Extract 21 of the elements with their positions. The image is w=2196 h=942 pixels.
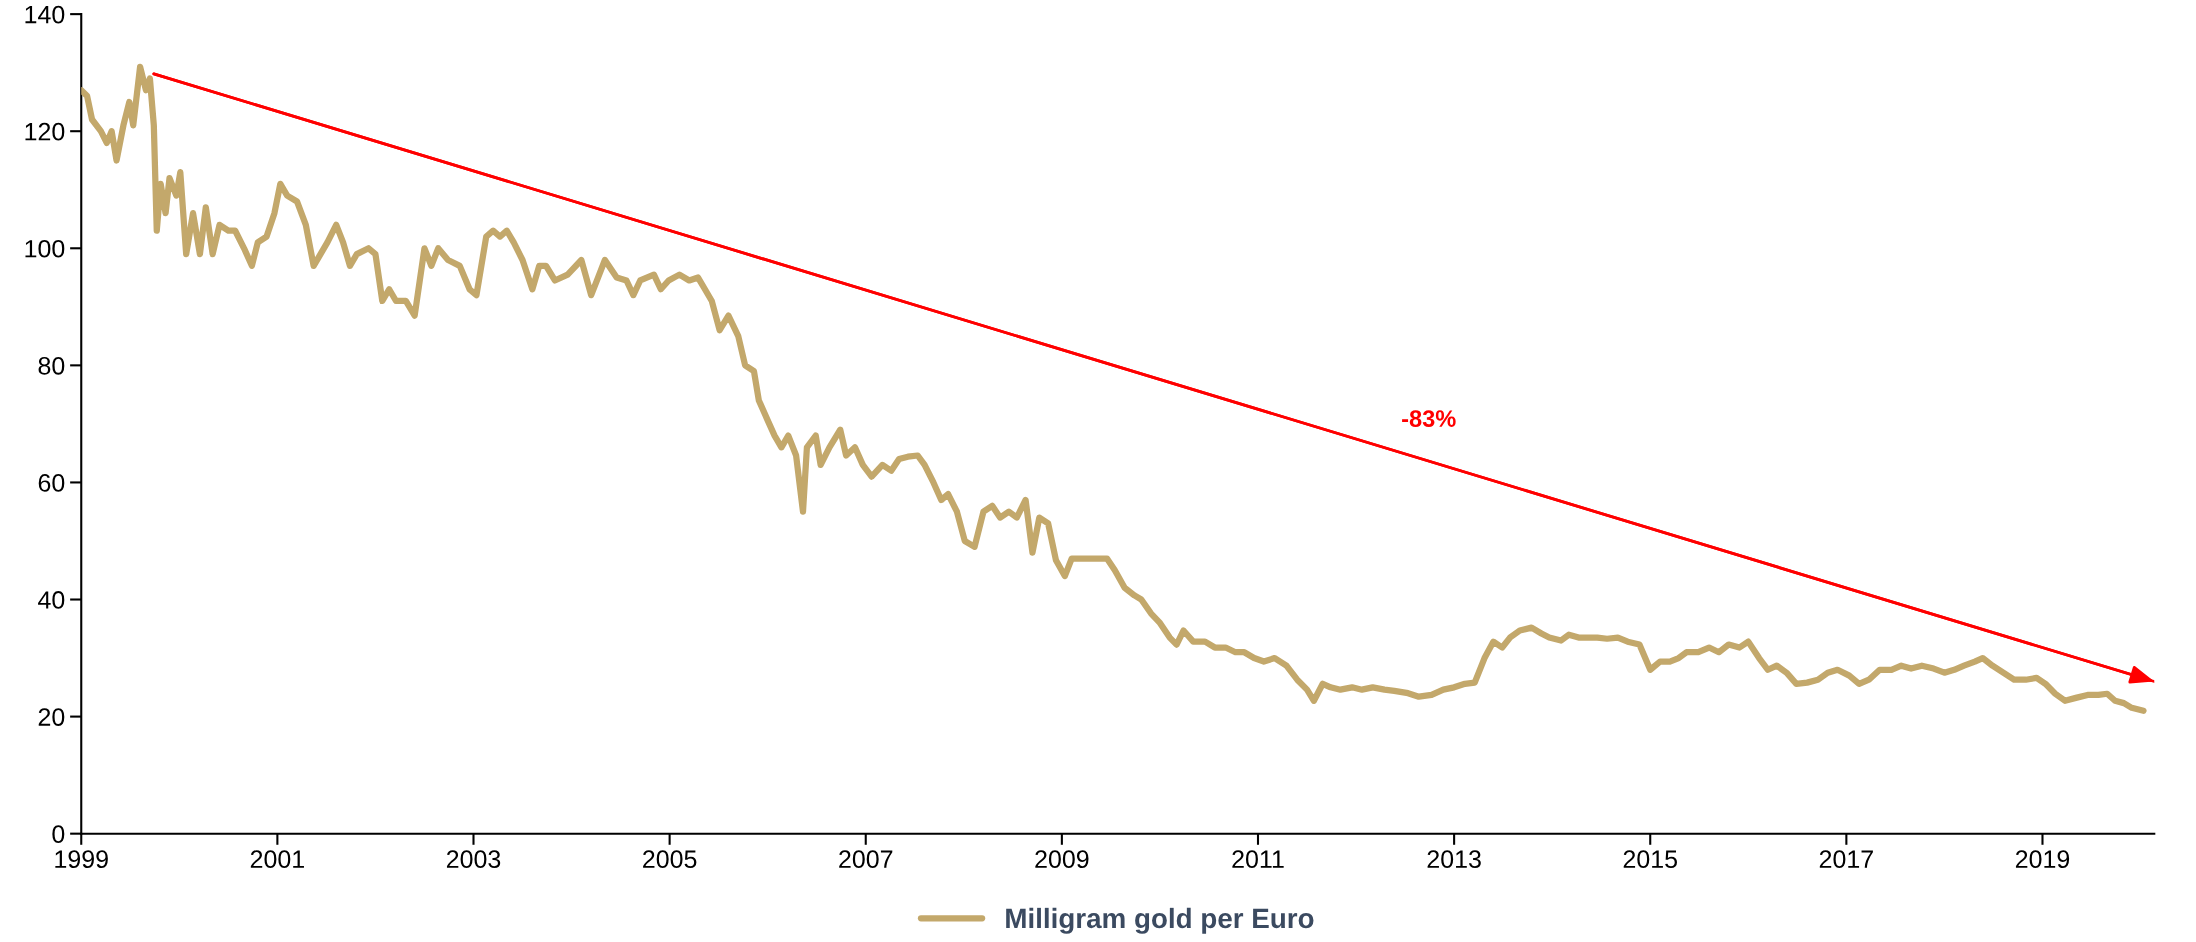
y-tick-label: 120 — [25, 122, 65, 141]
y-tick-label: 100 — [25, 239, 65, 258]
x-tick-label: 2003 — [446, 850, 501, 869]
x-tick-label: 2007 — [839, 850, 893, 869]
legend-label: Milligram gold per Euro — [1006, 907, 1314, 934]
x-tick-label: 2009 — [1035, 850, 1089, 869]
x-tick-label: 1999 — [55, 850, 108, 869]
y-tick-label: 0 — [52, 825, 65, 843]
x-tick-label: 2015 — [1623, 850, 1677, 869]
annotation: -83% — [1402, 410, 1456, 427]
y-tick-label: 60 — [38, 474, 65, 492]
x-tick-label: 2019 — [2015, 850, 2070, 869]
x-tick-label: 2017 — [1819, 850, 1873, 869]
y-tick-label: 20 — [38, 708, 65, 726]
x-tick-label: 2005 — [643, 850, 697, 869]
y-tick-label: 80 — [38, 356, 65, 375]
y-tick-label: 140 — [25, 5, 65, 24]
y-tick-label: 40 — [38, 591, 65, 609]
x-tick-label: 2001 — [250, 850, 304, 869]
x-tick-label: 2011 — [1232, 850, 1284, 869]
x-tick-label: 2013 — [1427, 850, 1481, 869]
